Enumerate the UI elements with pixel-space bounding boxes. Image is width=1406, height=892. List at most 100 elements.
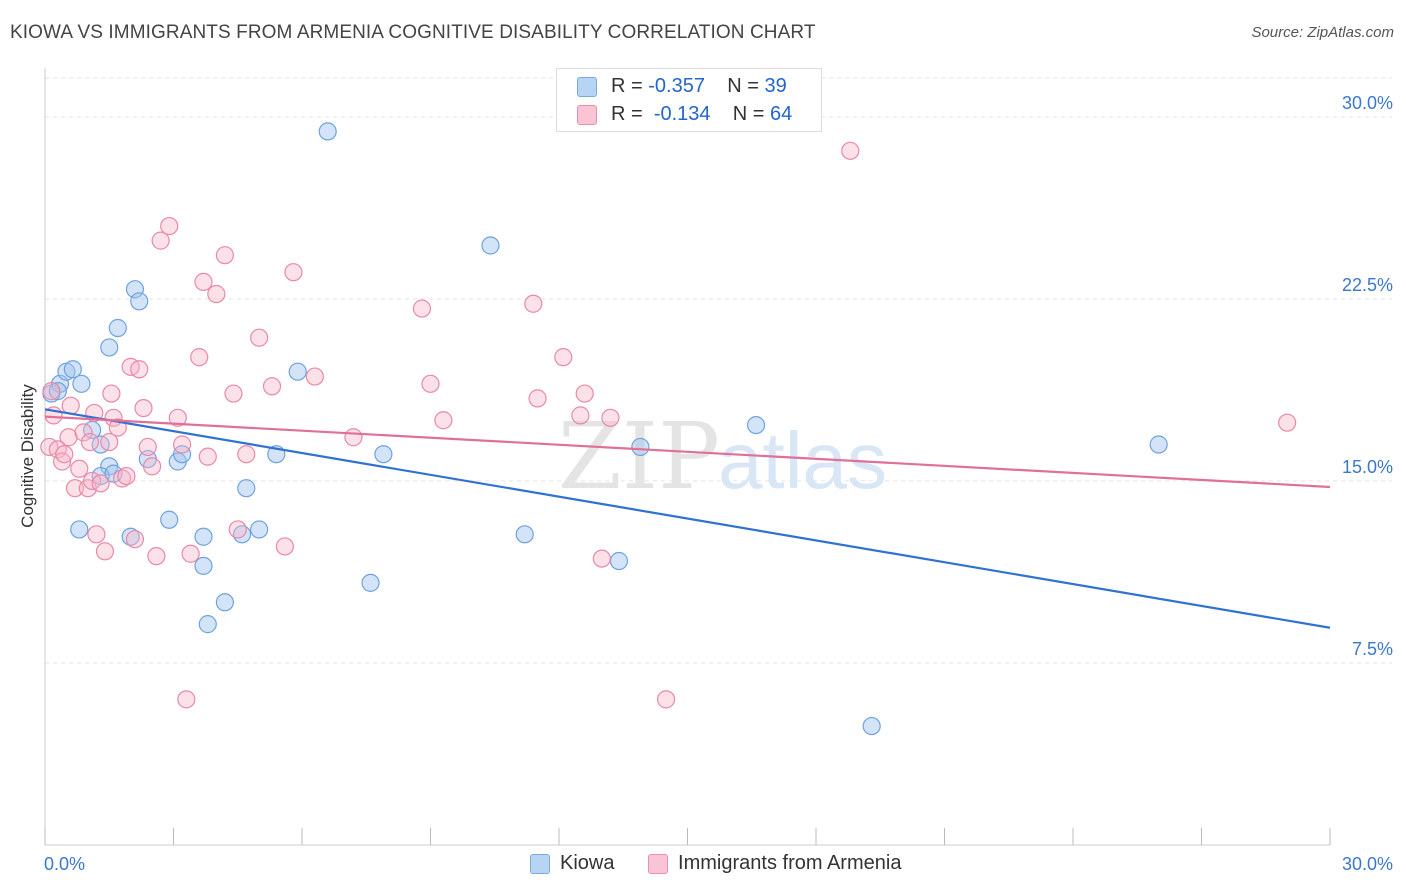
armenia-point [601, 408, 620, 427]
kiowa-point [48, 382, 67, 401]
armenia-point [65, 479, 85, 498]
kiowa-trend-line [44, 408, 1331, 629]
n-label: N = [727, 75, 759, 98]
armenia-point [262, 377, 282, 396]
armenia-point [100, 432, 119, 452]
kiowa-n-value: 39 [764, 75, 787, 98]
grid-layer [45, 77, 1392, 664]
armenia-point [151, 231, 170, 250]
armenia-point [95, 542, 115, 561]
y-axis-label: Cognitive Disability [18, 384, 37, 528]
armenia-point [284, 263, 303, 282]
armenia-point [592, 549, 611, 568]
kiowa-point [198, 615, 217, 634]
armenia-point [59, 428, 78, 447]
x-tick-label: 30.0% [1342, 854, 1393, 874]
armenia-swatch [648, 853, 669, 874]
armenia-point [224, 384, 243, 403]
armenia-point [181, 544, 200, 563]
armenia-point [55, 445, 74, 464]
legend-item-kiowa: Kiowa [530, 852, 614, 875]
kiowa-point [70, 520, 89, 539]
axis-layer [44, 68, 1331, 846]
r-label: R = [611, 103, 643, 126]
kiowa-swatch [577, 76, 597, 97]
kiowa-point [100, 338, 119, 357]
armenia-trend-line [44, 415, 1331, 489]
armenia-point [130, 360, 149, 379]
armenia-point [198, 447, 217, 466]
armenia-r-value: -0.134 [653, 103, 711, 126]
armenia-point [656, 690, 676, 709]
armenia-point [91, 474, 110, 493]
chart-title: KIOWA VS IMMIGRANTS FROM ARMENIA COGNITI… [10, 22, 816, 43]
armenia-point [42, 382, 61, 401]
y-tick-label: 22.5% [1342, 275, 1393, 295]
armenia-point [571, 406, 590, 425]
watermark-zip: ZIP [558, 403, 720, 510]
armenia-point [575, 384, 594, 403]
source-attribution: Source: ZipAtlas.com [1251, 24, 1394, 41]
y-tick-label: 7.5% [1352, 639, 1393, 659]
armenia-point [125, 530, 145, 549]
armenia-point [344, 428, 363, 447]
kiowa-point [72, 374, 91, 393]
n-label: N = [732, 103, 765, 126]
armenia-point [305, 367, 324, 386]
armenia-point [1278, 413, 1297, 432]
armenia-point [841, 141, 860, 160]
armenia-point [80, 432, 100, 452]
r-label: R = [611, 75, 643, 98]
kiowa-point [481, 236, 500, 255]
armenia-point [142, 457, 162, 476]
kiowa-point [194, 556, 213, 575]
armenia-point [524, 294, 543, 313]
armenia-point [177, 690, 196, 709]
armenia-point [215, 246, 234, 265]
armenia-point [87, 525, 106, 544]
kiowa-point [237, 479, 256, 498]
kiowa-point [63, 360, 82, 379]
armenia-point [237, 445, 256, 464]
kiowa-point [108, 318, 127, 338]
kiowa-point [609, 551, 629, 571]
armenia-point [172, 435, 192, 454]
kiowa-point [515, 525, 534, 544]
correlation-legend: R = -0.357 N = 39 R = -0.134 N = 64 [556, 68, 822, 132]
armenia-point [421, 374, 440, 393]
armenia-swatch [577, 104, 597, 125]
armenia-point [134, 399, 153, 418]
kiowa-point [374, 445, 393, 464]
kiowa-point [172, 445, 192, 464]
kiowa-point [194, 527, 213, 546]
kiowa-point [631, 437, 650, 457]
armenia-point [53, 452, 72, 471]
kiowa-point [125, 280, 145, 299]
kiowa-point [130, 292, 149, 311]
armenia-point [554, 348, 573, 367]
label-layer: 7.5% 15.0% 22.5% 30.0% 0.0% 30.0% Cognitive Di… [18, 93, 1393, 874]
legend-row-armenia: R = -0.134 N = 64 [577, 103, 792, 131]
legend-row-kiowa: R = -0.357 N = 39 [577, 75, 787, 103]
armenia-point [138, 437, 157, 457]
armenia-point [194, 272, 213, 291]
armenia-point [434, 411, 453, 430]
y-tick-label: 30.0% [1342, 93, 1393, 113]
armenia-point [250, 328, 269, 347]
series-legend: Kiowa Immigrants from Armenia [530, 852, 929, 875]
kiowa-point [318, 122, 337, 141]
armenia-point [102, 384, 121, 403]
y-tick-label: 15.0% [1342, 457, 1393, 477]
kiowa-point [215, 593, 234, 612]
armenia-point [160, 216, 179, 236]
armenia-point [74, 423, 93, 442]
x-tick-label: 0.0% [44, 854, 85, 874]
armenia-point [207, 284, 226, 304]
armenia-point [412, 299, 432, 318]
kiowa-point [250, 520, 269, 539]
kiowa-point [361, 573, 380, 592]
armenia-point [147, 547, 166, 566]
kiowa-r-value: -0.357 [648, 75, 705, 98]
trend-layer [44, 408, 1331, 629]
legend-item-armenia: Immigrants from Armenia [648, 852, 901, 875]
